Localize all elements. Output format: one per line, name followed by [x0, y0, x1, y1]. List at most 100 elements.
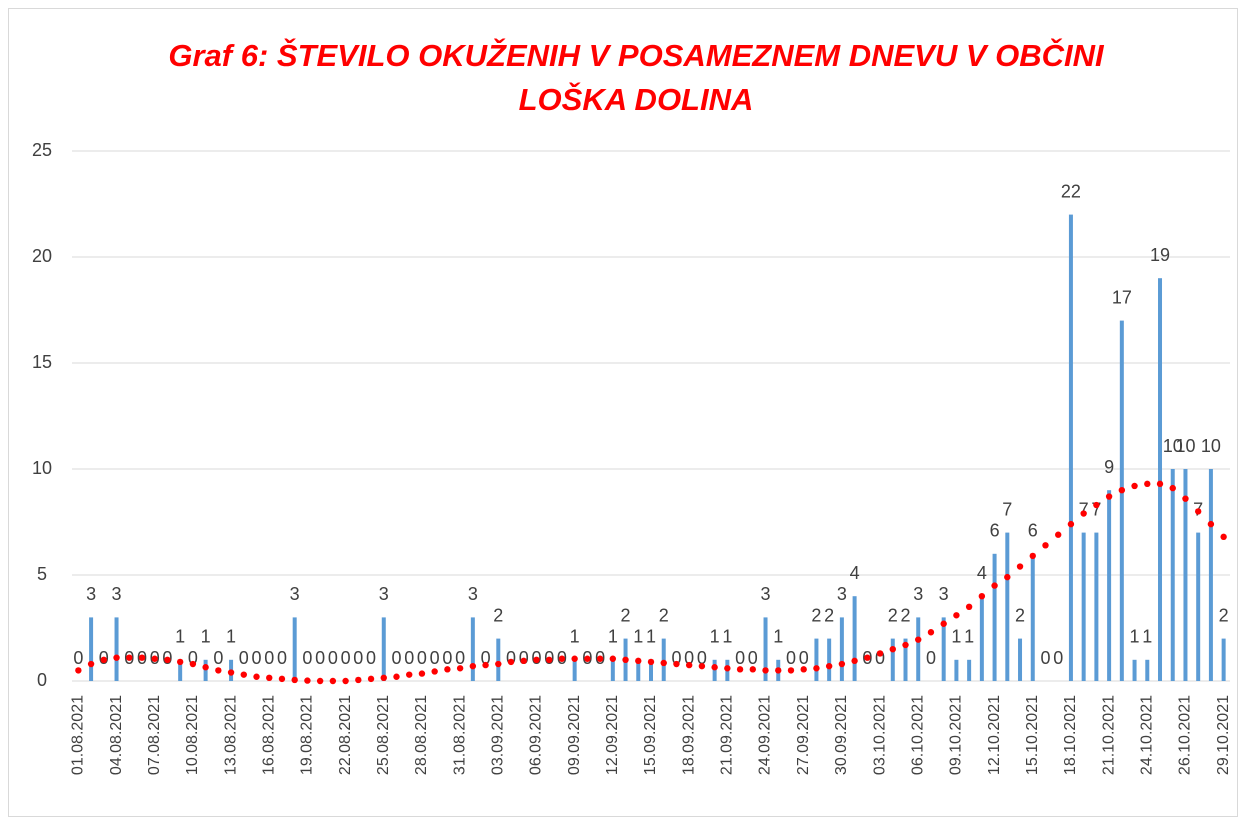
data-label: 0 — [341, 648, 351, 668]
x-tick-label: 27.09.2021 — [795, 695, 812, 775]
trend-point — [215, 667, 222, 674]
bar — [903, 638, 908, 681]
data-label: 0 — [697, 648, 707, 668]
y-tick-label: 20 — [32, 246, 52, 266]
trend-point — [622, 656, 629, 663]
y-tick-label: 10 — [32, 458, 52, 478]
trend-point — [1055, 531, 1062, 538]
bar — [1094, 532, 1099, 681]
data-label: 3 — [468, 584, 478, 604]
trend-point — [673, 660, 680, 668]
data-label: 0 — [926, 648, 936, 668]
trend-point — [1042, 542, 1049, 549]
data-label: 22 — [1061, 181, 1081, 201]
bar — [954, 659, 959, 681]
trend-point — [189, 660, 197, 668]
y-tick-label: 15 — [32, 352, 52, 372]
trend-point — [1194, 508, 1202, 515]
trend-point — [533, 656, 540, 663]
x-tick-label: 03.09.2021 — [490, 695, 507, 775]
trend-point — [176, 658, 184, 666]
bar — [292, 617, 297, 681]
data-label: 10 — [1201, 436, 1221, 456]
trend-point — [660, 659, 667, 667]
trend-point — [927, 629, 935, 636]
data-label: 0 — [684, 648, 694, 668]
data-label: 0 — [1040, 648, 1050, 668]
bar — [1158, 278, 1163, 681]
bar — [178, 659, 183, 681]
trend-point — [304, 677, 311, 684]
bar — [839, 617, 844, 681]
x-tick-label: 15.10.2021 — [1024, 695, 1041, 775]
x-tick-label: 12.10.2021 — [986, 695, 1003, 775]
trend-point — [75, 667, 82, 674]
x-tick-label: 06.10.2021 — [909, 695, 926, 775]
data-label: 7 — [1002, 499, 1012, 519]
data-label: 7 — [1091, 499, 1101, 519]
data-label: 2 — [900, 605, 910, 625]
trend-point — [965, 603, 973, 610]
trend-point — [469, 662, 477, 670]
y-tick-label: 0 — [37, 670, 47, 690]
trend-point — [1004, 573, 1011, 581]
trend-point — [1067, 520, 1075, 528]
trend-point — [953, 612, 960, 619]
trend-point — [100, 656, 108, 663]
data-label: 3 — [379, 584, 389, 604]
data-label: 0 — [277, 648, 287, 668]
data-label: 0 — [735, 648, 745, 668]
y-tick-label: 25 — [32, 140, 52, 160]
x-tick-label: 09.09.2021 — [566, 695, 583, 775]
data-label: 9 — [1104, 457, 1114, 477]
x-tick-label: 31.08.2021 — [451, 695, 468, 775]
x-tick-label: 28.08.2021 — [413, 695, 430, 775]
x-tick-label: 22.08.2021 — [337, 695, 354, 775]
data-label: 0 — [481, 648, 491, 668]
data-label: 0 — [315, 648, 325, 668]
data-label: 17 — [1112, 287, 1132, 307]
bar — [1081, 532, 1086, 681]
data-label: 0 — [404, 648, 414, 668]
bar — [1119, 320, 1124, 681]
trend-point — [991, 582, 998, 589]
trend-point — [825, 662, 833, 670]
trend-point — [316, 677, 324, 685]
data-label: 10 — [1175, 436, 1195, 456]
x-tick-label: 10.08.2021 — [184, 695, 201, 775]
trend-point — [1029, 552, 1036, 560]
data-label: 4 — [850, 563, 860, 583]
trend-point — [1207, 520, 1215, 528]
trend-point — [736, 666, 744, 673]
bar — [381, 617, 386, 681]
bar — [636, 659, 641, 681]
trend-point — [113, 654, 120, 661]
trend-point — [431, 668, 438, 675]
trend-point — [558, 655, 566, 662]
trend-point — [864, 654, 871, 661]
bar — [941, 617, 946, 681]
bar — [763, 617, 768, 681]
data-label: 1 — [201, 627, 211, 647]
data-label: 0 — [455, 648, 465, 668]
trend-point — [495, 660, 502, 668]
trend-point — [1144, 480, 1151, 488]
data-label: 0 — [252, 648, 262, 668]
trend-point — [406, 671, 413, 678]
trend-point — [635, 657, 642, 665]
trend-point — [1093, 501, 1100, 509]
trend-point — [596, 655, 604, 662]
trend-point — [813, 665, 820, 672]
data-label: 0 — [671, 648, 681, 668]
data-label: 0 — [786, 648, 796, 668]
trend-point — [711, 664, 718, 671]
data-label: 2 — [621, 605, 631, 625]
x-tick-label: 21.10.2021 — [1100, 695, 1117, 775]
trend-point — [227, 669, 235, 676]
trend-point — [240, 671, 247, 678]
bar — [649, 659, 653, 681]
trend-point — [444, 666, 451, 673]
bar — [1107, 490, 1112, 681]
trend-point — [571, 655, 578, 662]
trend-point — [647, 658, 655, 666]
